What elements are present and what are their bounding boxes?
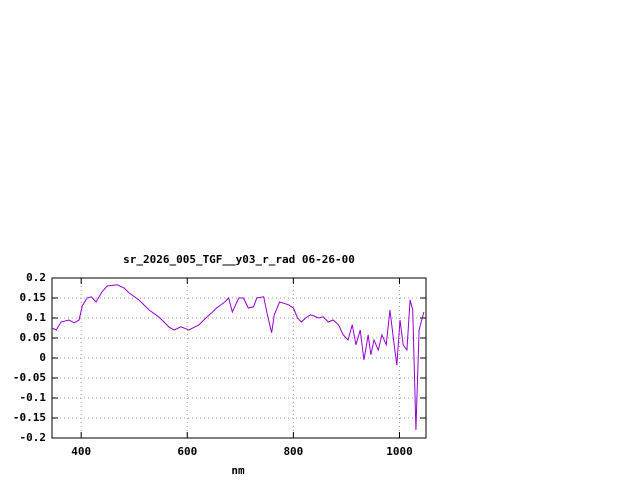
y-tick-label: -0.2 [20, 431, 47, 444]
x-tick-label: 800 [283, 445, 303, 458]
y-tick-label: -0.05 [13, 371, 46, 384]
x-tick-label: 1000 [386, 445, 413, 458]
data-line [51, 284, 425, 431]
y-tick-label: 0.2 [26, 271, 46, 284]
x-axis-label: nm [231, 464, 245, 477]
y-tick-label: 0 [39, 351, 46, 364]
x-tick-label: 600 [177, 445, 197, 458]
y-tick-label: 0.1 [26, 311, 46, 324]
plot-frame [51, 277, 427, 439]
y-tick-label: 0.15 [20, 291, 47, 304]
chart-title: sr_2026_005_TGF__y03_r_rad 06-26-00 [123, 253, 355, 266]
y-tick-label: -0.1 [20, 391, 47, 404]
y-tick-label: -0.15 [13, 411, 46, 424]
y-tick-label: 0.05 [20, 331, 47, 344]
x-tick-label: 400 [71, 445, 91, 458]
